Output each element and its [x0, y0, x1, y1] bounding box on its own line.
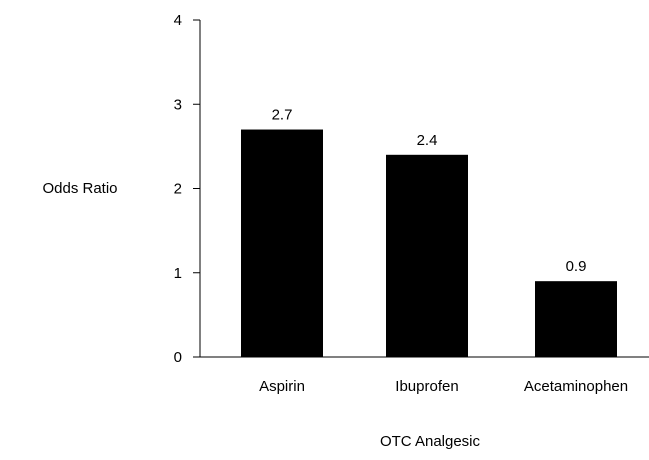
y-tick-label: 1 [174, 265, 182, 282]
bar-value-label: 2.7 [272, 107, 293, 124]
x-tick-labels: Aspirin Ibuprofen Acetaminophen [259, 378, 628, 395]
y-tick-label: 4 [174, 12, 182, 29]
y-axis-title: Odds Ratio [42, 180, 117, 197]
bar [386, 154, 468, 357]
bar [241, 129, 323, 357]
y-tick-label: 3 [174, 96, 182, 113]
data-labels: 2.7 2.4 0.9 [272, 107, 587, 276]
x-tick-label: Acetaminophen [524, 378, 628, 395]
x-tick-label: Ibuprofen [395, 378, 458, 395]
x-axis-title: OTC Analgesic [380, 433, 481, 450]
bar-value-label: 2.4 [417, 132, 438, 149]
bars [241, 129, 617, 357]
y-tick-label: 2 [174, 181, 182, 198]
y-tick-label: 0 [174, 349, 182, 366]
x-tick-label: Aspirin [259, 378, 305, 395]
bar-value-label: 0.9 [566, 258, 587, 275]
bar [535, 281, 617, 357]
